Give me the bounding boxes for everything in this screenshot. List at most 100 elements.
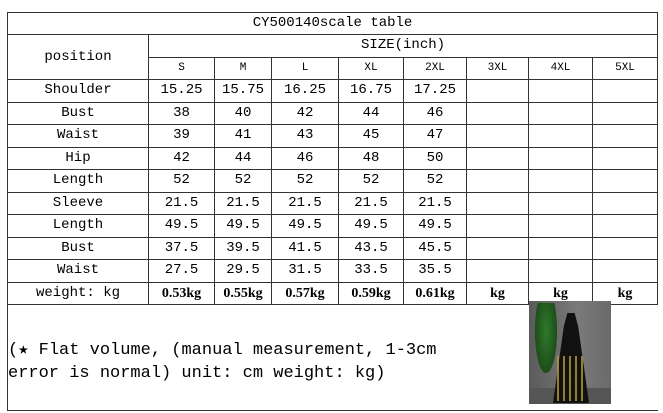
cell-value [466, 214, 529, 238]
row-label: Length [7, 169, 149, 193]
cell-value [591, 214, 659, 238]
size-5xl: 5XL [591, 56, 659, 80]
row-label: Shoulder [7, 79, 149, 103]
cell-value [528, 79, 593, 103]
cell-value [528, 101, 593, 125]
cell-value: 27.5 [148, 259, 215, 283]
cell-value: 46 [271, 146, 339, 170]
cell-value [466, 236, 529, 260]
size-chart-table: CY500140scale table position SIZE(inch) … [6, 12, 659, 411]
size-s: S [148, 56, 215, 80]
cell-value: 0.61kg [403, 281, 467, 305]
size-xl: XL [338, 56, 404, 80]
cell-value: 43.5 [338, 236, 404, 260]
cell-value [528, 259, 593, 283]
table-row: Waist 39 41 43 45 47 [7, 124, 659, 148]
cell-value [591, 124, 659, 148]
cell-value: 0.53kg [148, 281, 215, 305]
row-label: Bust [7, 101, 149, 125]
cell-value [591, 169, 659, 193]
cell-value [528, 236, 593, 260]
table-row: Length 49.5 49.5 49.5 49.5 49.5 [7, 214, 659, 238]
cell-value: 21.5 [214, 191, 272, 215]
cell-value: 31.5 [271, 259, 339, 283]
table-row: Length 52 52 52 52 52 [7, 169, 659, 193]
table-row: Sleeve 21.5 21.5 21.5 21.5 21.5 [7, 191, 659, 215]
cell-value: 0.57kg [271, 281, 339, 305]
cell-value: 33.5 [338, 259, 404, 283]
cell-value: 35.5 [403, 259, 467, 283]
cell-value [591, 259, 659, 283]
cell-value: 52 [403, 169, 467, 193]
cell-value: 45 [338, 124, 404, 148]
row-label: weight: kg [7, 281, 149, 305]
row-label: Sleeve [7, 191, 149, 215]
row-label: Hip [7, 146, 149, 170]
cell-value: 44 [338, 101, 404, 125]
cell-value: 42 [271, 101, 339, 125]
product-photo [529, 301, 611, 404]
cell-value [528, 169, 593, 193]
cell-value: 39.5 [214, 236, 272, 260]
size-header: SIZE(inch) [147, 34, 659, 58]
cell-value: 43 [271, 124, 339, 148]
size-4xl: 4XL [528, 56, 593, 80]
cell-value [466, 124, 529, 148]
cell-value: 0.59kg [338, 281, 404, 305]
cell-value [466, 79, 529, 103]
cell-value [466, 169, 529, 193]
plant [535, 303, 557, 373]
cell-value: kg [591, 281, 659, 305]
table-row: Shoulder 15.25 15.75 16.25 16.75 17.25 [7, 79, 659, 103]
cell-value: 50 [403, 146, 467, 170]
cell-value [591, 146, 659, 170]
cell-value: 46 [403, 101, 467, 125]
cell-value: 21.5 [148, 191, 215, 215]
table-row: Bust 37.5 39.5 41.5 43.5 45.5 [7, 236, 659, 260]
cell-value: 40 [214, 101, 272, 125]
cell-value: 21.5 [271, 191, 339, 215]
cell-value: 49.5 [403, 214, 467, 238]
size-2xl: 2XL [403, 56, 467, 80]
cell-value: 48 [338, 146, 404, 170]
cell-value [466, 146, 529, 170]
size-l: L [271, 56, 339, 80]
position-header: position [7, 34, 149, 80]
cell-value: 52 [271, 169, 339, 193]
cell-value: kg [466, 281, 529, 305]
cell-value: 49.5 [338, 214, 404, 238]
cell-value: 49.5 [271, 214, 339, 238]
cell-value [591, 79, 659, 103]
dress-trim [557, 356, 587, 401]
size-3xl: 3XL [466, 56, 529, 80]
cell-value [591, 191, 659, 215]
cell-value: 52 [148, 169, 215, 193]
row-label: Length [7, 214, 149, 238]
cell-value: 16.25 [271, 79, 339, 103]
row-label: Bust [7, 236, 149, 260]
cell-value: 21.5 [403, 191, 467, 215]
cell-value [466, 191, 529, 215]
cell-value: 42 [148, 146, 215, 170]
cell-value [528, 124, 593, 148]
row-label: Waist [7, 124, 149, 148]
table-title: CY500140scale table [6, 12, 659, 35]
cell-value: 52 [214, 169, 272, 193]
cell-value: 15.25 [148, 79, 215, 103]
cell-value [528, 191, 593, 215]
cell-value: 44 [214, 146, 272, 170]
measurement-note: (★ Flat volume, (manual measurement, 1-3… [8, 341, 437, 383]
cell-value: 47 [403, 124, 467, 148]
cell-value: 41 [214, 124, 272, 148]
table-row: weight: kg 0.53kg 0.55kg 0.57kg 0.59kg 0.61kg… [7, 281, 659, 305]
row-label: Waist [7, 259, 149, 283]
cell-value: 49.5 [148, 214, 215, 238]
cell-value: 38 [148, 101, 215, 125]
size-m: M [214, 56, 272, 80]
cell-value: 41.5 [271, 236, 339, 260]
cell-value: 39 [148, 124, 215, 148]
cell-value [528, 146, 593, 170]
cell-value [466, 101, 529, 125]
table-row: Hip 42 44 46 48 50 [7, 146, 659, 170]
cell-value [466, 259, 529, 283]
